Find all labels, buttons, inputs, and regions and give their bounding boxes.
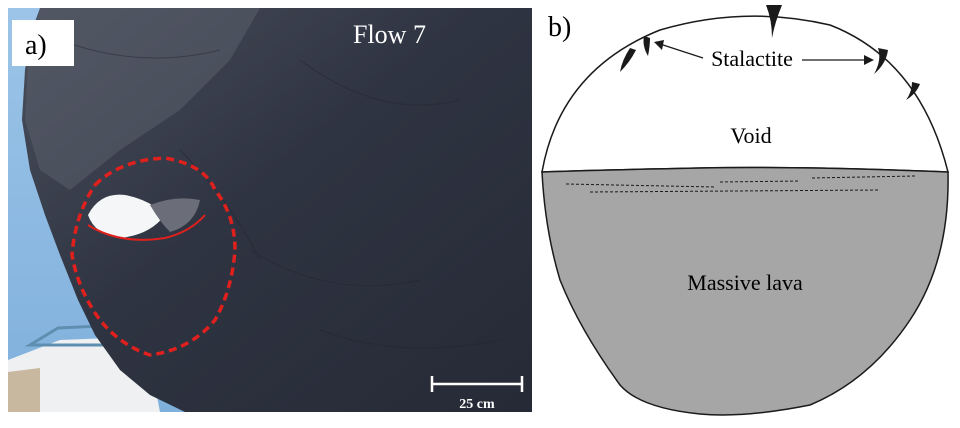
stalactite-top bbox=[766, 5, 782, 38]
panel-a-photo bbox=[8, 8, 532, 412]
rock-texture bbox=[59, 39, 501, 349]
massive-lava-body bbox=[541, 166, 949, 416]
red-outline-solid bbox=[87, 214, 206, 241]
stalactite-right-2 bbox=[906, 82, 920, 100]
panel-b-label: b) bbox=[548, 12, 571, 43]
stalactite-label: Stalactite bbox=[711, 46, 793, 71]
cavity-opening bbox=[88, 194, 165, 238]
red-outline-dashed bbox=[70, 156, 237, 357]
cavity-interior bbox=[150, 198, 200, 232]
stalactite-left-1 bbox=[620, 48, 636, 72]
arrowheads bbox=[654, 40, 874, 65]
flow-lines bbox=[565, 175, 916, 193]
stalactite-arrows bbox=[659, 43, 868, 61]
void-label: Void bbox=[730, 123, 771, 148]
stalactite-right-1 bbox=[874, 48, 888, 74]
scale-bar-label: 25 cm bbox=[459, 397, 495, 412]
panel-a-label: a) bbox=[25, 30, 47, 61]
photo-title: Flow 7 bbox=[353, 20, 426, 49]
stalactite-left-2 bbox=[643, 36, 650, 56]
roof-edge bbox=[8, 368, 40, 412]
panel-a-label-box bbox=[12, 20, 74, 66]
scale-bar bbox=[430, 376, 524, 392]
stalactites bbox=[620, 5, 920, 100]
massive-lava-label: Massive lava bbox=[687, 270, 803, 295]
weathered-surface bbox=[25, 8, 260, 190]
void-dome bbox=[541, 15, 949, 173]
